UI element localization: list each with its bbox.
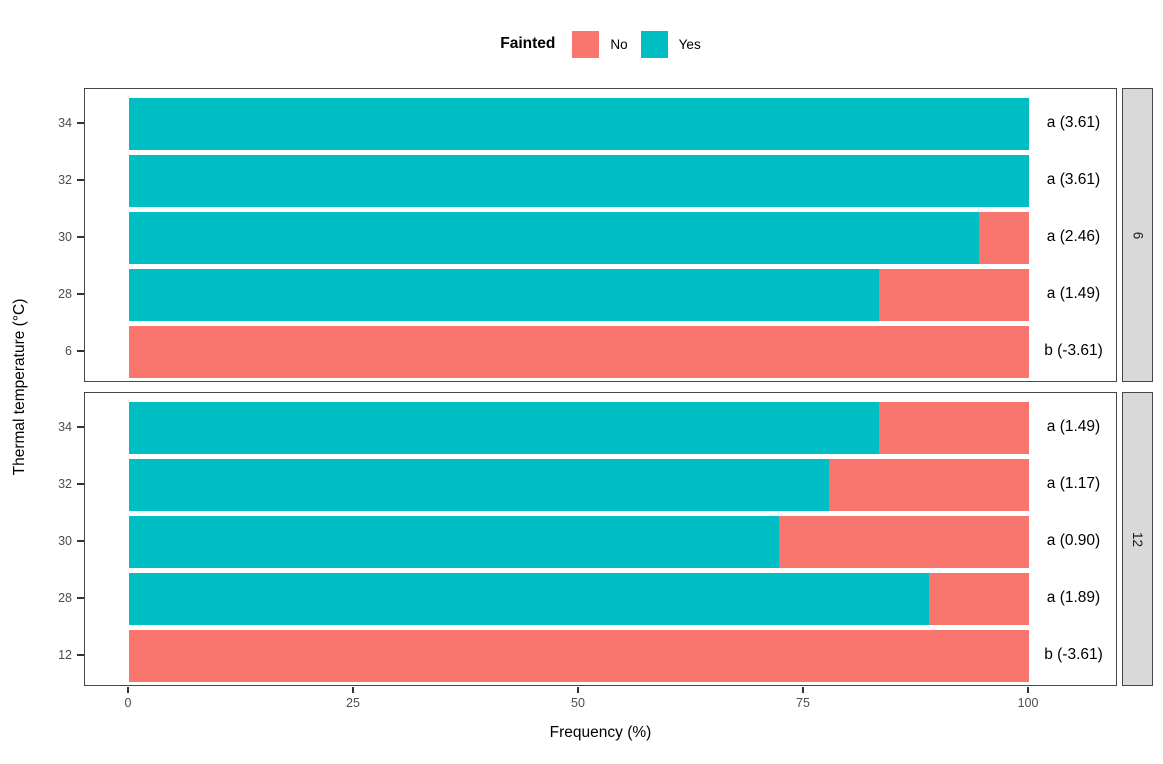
legend-label-no: No — [610, 36, 628, 52]
x-tick-mark — [577, 687, 579, 693]
x-tick-label: 25 — [346, 696, 360, 710]
legend-swatch-yes-icon — [640, 30, 668, 58]
y-tick-label: 30 — [58, 534, 72, 548]
legend-title: Fainted — [500, 35, 556, 52]
bar-annotation: a (1.17) — [1046, 475, 1101, 492]
bar-6h-28 — [129, 269, 1029, 321]
x-tick-mark — [352, 687, 354, 693]
bar-12h-34 — [129, 402, 1029, 454]
y-tick-mark — [77, 654, 84, 656]
bar-annotation: b (-3.61) — [1044, 646, 1103, 663]
x-tick-label: 100 — [1017, 696, 1039, 710]
legend-entry-yes: Yes — [640, 30, 701, 58]
y-tick-label: 32 — [58, 477, 72, 491]
y-tick-label: 28 — [58, 287, 72, 301]
bar-annotation: a (2.46) — [1046, 228, 1101, 245]
bar-segment-no — [978, 212, 1029, 264]
x-axis-title: Frequency (%) — [549, 724, 652, 741]
y-tick-mark — [77, 540, 84, 542]
x-tick-label: 75 — [796, 696, 810, 710]
y-tick-label: 34 — [58, 420, 72, 434]
bar-12h-30 — [129, 516, 1029, 568]
y-tick-mark — [77, 350, 84, 352]
y-tick-label: 34 — [58, 116, 72, 130]
legend-swatch-no-icon — [572, 30, 600, 58]
bar-segment-yes — [129, 573, 930, 625]
y-tick-label: 30 — [58, 230, 72, 244]
x-tick-mark — [127, 687, 129, 693]
bar-12h-12 — [129, 630, 1029, 682]
bar-annotation: a (1.49) — [1046, 418, 1101, 435]
y-axis-title: Thermal temperature (°C) — [11, 298, 28, 476]
facet-strip-6: 6 — [1122, 88, 1153, 382]
y-tick-label: 12 — [58, 648, 72, 662]
y-tick-mark — [77, 236, 84, 238]
bar-12h-32 — [129, 459, 1029, 511]
y-tick-mark — [77, 179, 84, 181]
bar-annotation: a (3.61) — [1046, 114, 1101, 131]
x-tick-label: 50 — [571, 696, 585, 710]
facet-strip-12-label: 12 — [1130, 531, 1145, 547]
bar-segment-no — [878, 402, 1029, 454]
bar-segment-no — [829, 459, 1029, 511]
x-tick-mark — [802, 687, 804, 693]
facet-strip-12: 12 — [1122, 392, 1153, 686]
bar-annotation: a (1.89) — [1046, 589, 1101, 606]
facet-strip-6-label: 6 — [1129, 231, 1145, 239]
bar-6h-34 — [129, 98, 1029, 150]
bar-segment-no — [778, 516, 1029, 568]
bar-6h-6 — [129, 326, 1029, 378]
x-tick-label: 0 — [124, 696, 132, 710]
bar-segment-yes — [129, 402, 879, 454]
y-tick-label: 6 — [65, 344, 72, 358]
bar-segment-no — [878, 269, 1029, 321]
bar-annotation: a (3.61) — [1046, 171, 1101, 188]
bar-6h-30 — [129, 212, 1029, 264]
legend: Fainted No Yes — [84, 28, 1117, 60]
y-tick-mark — [77, 483, 84, 485]
x-tick-mark — [1027, 687, 1029, 693]
bar-segment-no — [929, 573, 1029, 625]
bar-segment-yes — [129, 212, 979, 264]
bar-annotation: b (-3.61) — [1044, 342, 1103, 359]
facet-panel-6 — [84, 88, 1117, 382]
y-tick-mark — [77, 597, 84, 599]
legend-label-yes: Yes — [678, 36, 701, 52]
y-tick-mark — [77, 293, 84, 295]
bar-segment-yes — [129, 459, 830, 511]
bar-segment-no — [129, 326, 1029, 378]
bar-segment-no — [129, 630, 1029, 682]
bar-6h-32 — [129, 155, 1029, 207]
y-tick-mark — [77, 122, 84, 124]
bar-segment-yes — [129, 269, 879, 321]
bar-annotation: a (1.49) — [1046, 285, 1101, 302]
bar-segment-yes — [129, 98, 1029, 150]
bar-segment-yes — [129, 155, 1029, 207]
bar-annotation: a (0.90) — [1046, 532, 1101, 549]
bar-segment-yes — [129, 516, 779, 568]
y-tick-label: 28 — [58, 591, 72, 605]
y-tick-mark — [77, 426, 84, 428]
y-tick-label: 32 — [58, 173, 72, 187]
facet-panel-12 — [84, 392, 1117, 686]
legend-entry-no: No — [572, 30, 628, 58]
bar-12h-28 — [129, 573, 1029, 625]
